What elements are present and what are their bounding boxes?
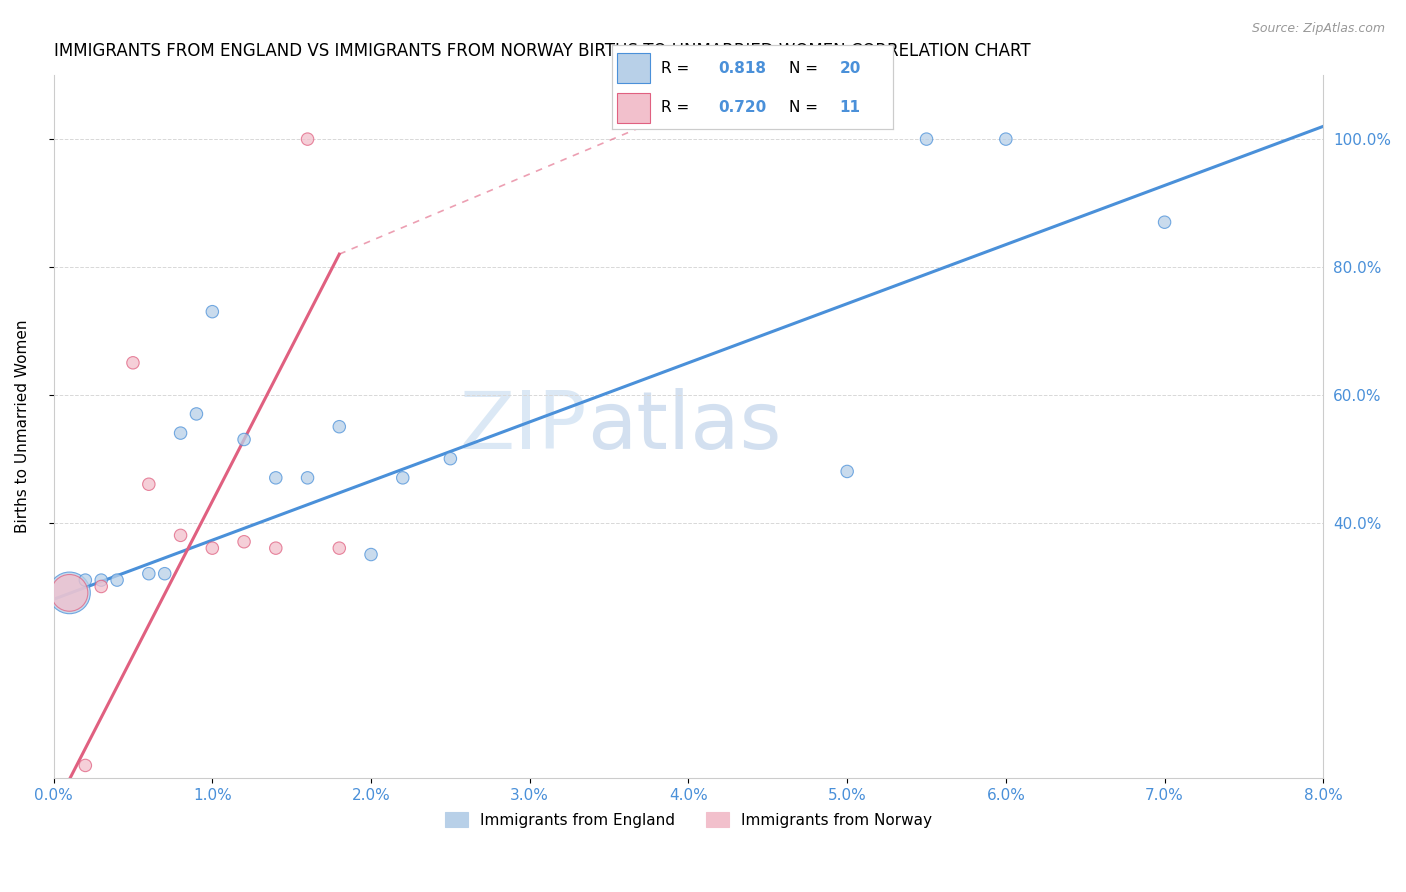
Text: IMMIGRANTS FROM ENGLAND VS IMMIGRANTS FROM NORWAY BIRTHS TO UNMARRIED WOMEN CORR: IMMIGRANTS FROM ENGLAND VS IMMIGRANTS FR… (53, 42, 1031, 60)
Text: 0.818: 0.818 (718, 61, 766, 76)
Point (90, 580, 112, 594)
FancyBboxPatch shape (617, 54, 650, 83)
Point (837, 465, 859, 479)
Point (328, 419, 350, 434)
Text: 20: 20 (839, 61, 860, 76)
Point (297, 132, 319, 146)
Text: atlas: atlas (586, 388, 782, 466)
Point (122, 356, 145, 370)
Point (201, 541, 224, 556)
Point (169, 426, 191, 441)
Y-axis label: Births to Unmarried Women: Births to Unmarried Women (15, 320, 30, 533)
Point (233, 433, 256, 447)
Point (58, 586, 80, 600)
Legend: Immigrants from England, Immigrants from Norway: Immigrants from England, Immigrants from… (439, 805, 938, 834)
Point (994, 132, 1017, 146)
Point (153, 566, 176, 581)
Point (264, 471, 287, 485)
Text: 11: 11 (839, 100, 860, 115)
Point (201, 304, 224, 318)
FancyBboxPatch shape (617, 93, 650, 122)
Point (75, 573, 97, 587)
Point (915, 132, 938, 146)
Text: 0.720: 0.720 (718, 100, 766, 115)
Point (360, 548, 382, 562)
Point (75, 758, 97, 772)
Point (1153, 215, 1175, 229)
Point (90, 573, 112, 587)
Text: R =: R = (661, 61, 695, 76)
Point (328, 541, 350, 556)
Point (297, 471, 319, 485)
Point (233, 534, 256, 549)
Text: N =: N = (789, 100, 823, 115)
Text: R =: R = (661, 100, 695, 115)
Text: ZIP: ZIP (460, 388, 586, 466)
Point (105, 573, 128, 587)
Point (138, 477, 160, 491)
Point (169, 528, 191, 542)
Text: Source: ZipAtlas.com: Source: ZipAtlas.com (1251, 22, 1385, 36)
Point (264, 541, 287, 556)
Text: N =: N = (789, 61, 823, 76)
Point (138, 566, 160, 581)
Point (439, 451, 461, 466)
Point (391, 471, 413, 485)
Point (58, 586, 80, 600)
Point (186, 407, 208, 421)
